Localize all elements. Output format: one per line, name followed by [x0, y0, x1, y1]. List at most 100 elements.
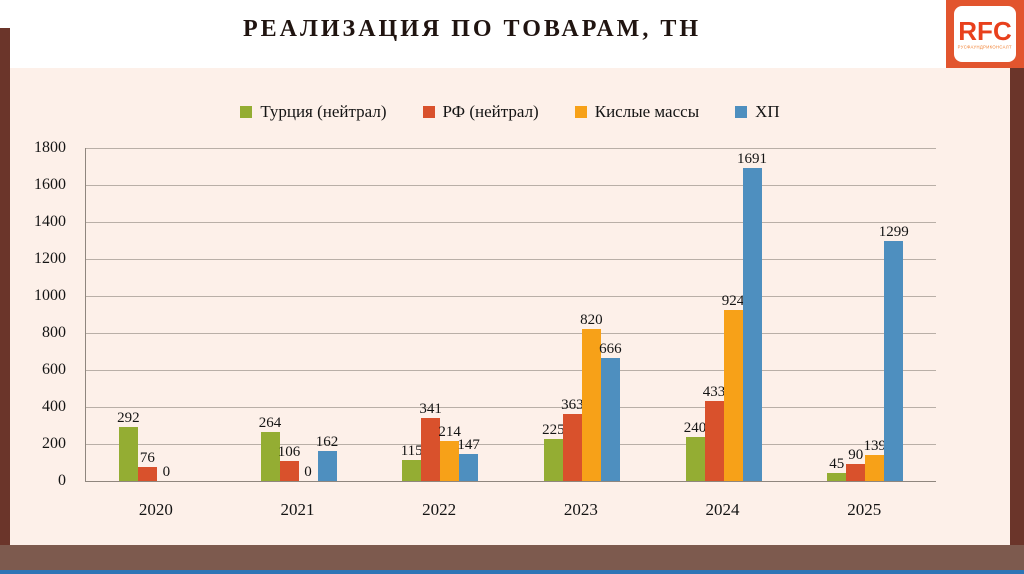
bar-value-label: 433: [702, 384, 726, 400]
y-tick-label: 200: [42, 435, 66, 452]
legend-swatch: [574, 106, 587, 118]
bar-slot: 106: [278, 148, 300, 481]
x-axis-label: 2024: [705, 500, 740, 519]
y-tick-label: 800: [42, 324, 66, 341]
bar: [742, 168, 762, 481]
bar-value-label: 363: [561, 397, 584, 413]
bar-group: 240 433 924 1691: [653, 148, 795, 481]
page-title: РЕАЛИЗАЦИЯ ПО ТОВАРАМ, ТН: [243, 16, 701, 42]
logo-text: RFC: [958, 15, 1012, 46]
bar: [543, 439, 563, 481]
bar: [317, 451, 337, 481]
bar-value-label: 341: [419, 401, 442, 417]
gridline: [86, 185, 936, 186]
bar-value-label: 820: [580, 312, 603, 328]
bar-slot: 76: [137, 148, 157, 481]
legend-swatch: [240, 106, 253, 118]
bar-value-label: 0: [304, 464, 312, 480]
bar-slot: 115: [400, 148, 423, 481]
x-axis: 2020 2021 2022 2023 2024 2025: [85, 500, 935, 520]
bar-value-label: 1691: [737, 151, 768, 167]
rfc-logo: RFC РУСФАУНДРИКОНСАЛТ: [954, 6, 1016, 62]
bar-group: 45 90 139 1299: [794, 148, 936, 481]
bar-slot: 162: [315, 148, 339, 481]
bar-value-label: 264: [258, 415, 282, 431]
bar-slot: [176, 148, 195, 481]
bar-slot: 225: [542, 148, 565, 481]
bar: [402, 460, 422, 481]
bar: [600, 358, 620, 481]
legend-item: ХП: [735, 102, 780, 122]
x-axis-label: 2022: [422, 500, 457, 519]
legend-item: РФ (нейтрал): [422, 102, 539, 122]
right-accent-bar: [1010, 68, 1024, 545]
bar-value-label: 666: [599, 341, 622, 357]
bar: [440, 441, 460, 481]
y-tick-label: 400: [42, 398, 66, 415]
bar: [260, 432, 280, 481]
bar-slot: 363: [561, 148, 584, 481]
chart-panel: Турция (нейтрал) РФ (нейтрал) Кислые массы…: [10, 68, 1010, 545]
bar-value-label: 0: [162, 464, 171, 480]
bar-slot: 1299: [879, 148, 909, 481]
bar-slot: 90: [846, 148, 866, 481]
y-tick-label: 1200: [34, 250, 66, 267]
legend-item: Турция (нейтрал): [240, 102, 387, 122]
bar-slot: 214: [438, 148, 461, 481]
x-axis-label: 2021: [280, 500, 315, 519]
plot-area: 292 76 0 264 106 0 162 115 341 214 147 225 363 820 666…: [85, 148, 936, 482]
bar: [723, 310, 743, 481]
bar-value-label: 45: [829, 456, 845, 472]
x-axis-label: 2023: [563, 500, 598, 519]
bar-slot: 139: [863, 148, 886, 481]
legend-swatch: [735, 106, 748, 118]
bar-slot: 45: [827, 148, 847, 481]
legend-label: Кислые массы: [594, 102, 700, 121]
bar-value-label: 292: [117, 410, 140, 426]
bar: [704, 401, 724, 481]
gridline: [86, 407, 936, 408]
gridline: [86, 222, 936, 223]
bar-slot: 264: [258, 148, 282, 481]
bar-value-label: 139: [863, 438, 886, 454]
bar-slot: 1691: [737, 148, 767, 481]
bar-slot: 0: [299, 148, 318, 481]
bar-group: 115 341 214 147: [369, 148, 511, 481]
bar-slot: 666: [599, 148, 622, 481]
legend-item: Кислые массы: [574, 102, 700, 122]
bar: [827, 473, 847, 481]
bar-value-label: 924: [721, 293, 745, 309]
bar-value-label: 240: [683, 420, 707, 436]
gridline: [86, 370, 936, 371]
bar: [562, 414, 582, 481]
chart-legend: Турция (нейтрал) РФ (нейтрал) Кислые массы…: [10, 102, 1010, 122]
bottom-blue-line: [0, 570, 1024, 574]
bar-slot: 240: [683, 148, 707, 481]
x-axis-label: 2020: [138, 500, 173, 519]
y-axis: 0 200 400 600 800 1000 1200 1400 1600 1800: [10, 139, 76, 489]
bottom-brown-bar: [0, 545, 1024, 570]
bar-slot: 924: [721, 148, 745, 481]
gridline: [86, 148, 936, 149]
bar-group: 292 76 0: [86, 148, 228, 481]
bar: [421, 418, 441, 481]
y-tick-label: 1400: [34, 213, 66, 230]
gridline: [86, 333, 936, 334]
bar-value-label: 162: [315, 434, 339, 450]
bar: [884, 241, 904, 481]
gridline: [86, 444, 936, 445]
bar-slot: 820: [580, 148, 603, 481]
bar-slot: 147: [457, 148, 480, 481]
bar-value-label: 1299: [878, 224, 909, 240]
bar-group: 225 363 820 666: [511, 148, 653, 481]
bar: [459, 454, 479, 481]
bar-slot: 0: [157, 148, 176, 481]
gridline: [86, 296, 936, 297]
bar-value-label: 115: [400, 443, 423, 459]
bar: [118, 427, 138, 481]
bar-slot: 433: [702, 148, 726, 481]
bar: [846, 464, 866, 481]
bar: [685, 437, 705, 481]
bar: [581, 329, 601, 481]
bar-group: 264 106 0 162: [228, 148, 370, 481]
